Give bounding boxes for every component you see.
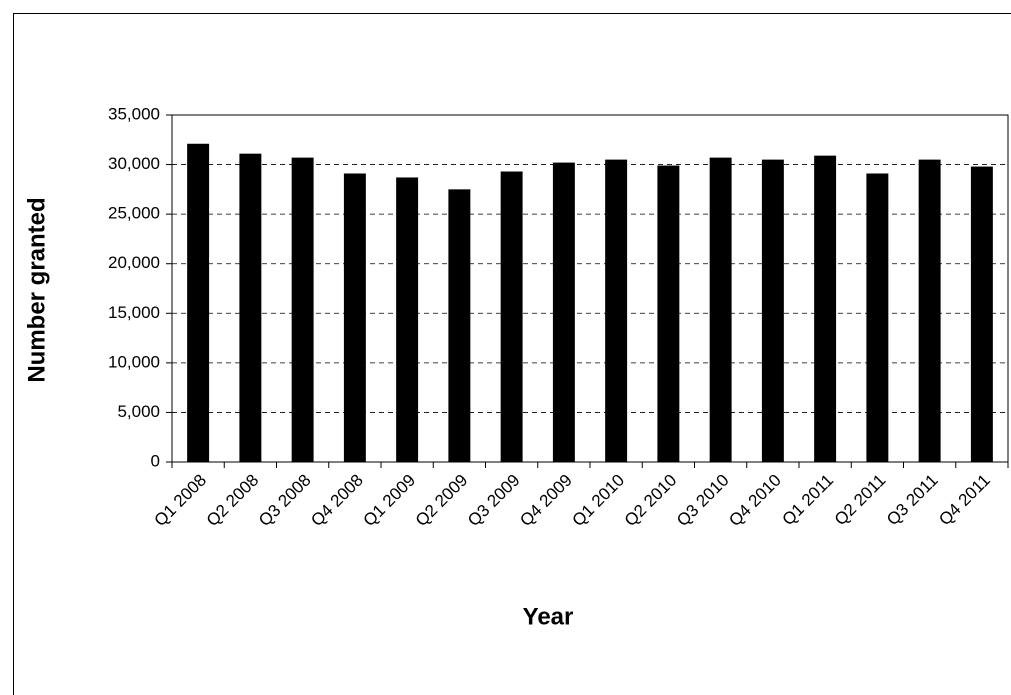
bar [761, 159, 784, 462]
bar [657, 165, 680, 462]
bar [552, 162, 575, 463]
y-tick-label: 20,000 [108, 253, 160, 272]
bar [448, 189, 471, 462]
y-axis-title: Number granted [23, 197, 50, 382]
y-tick-label: 30,000 [108, 154, 160, 173]
y-tick-label: 35,000 [108, 104, 160, 123]
bar [918, 159, 941, 462]
bar [866, 173, 889, 462]
y-tick-label: 25,000 [108, 204, 160, 223]
bar [500, 171, 523, 463]
bar [970, 166, 993, 462]
bar [239, 153, 262, 462]
y-tick-label: 15,000 [108, 303, 160, 322]
bar [605, 159, 628, 462]
bar [396, 177, 419, 462]
bar [343, 173, 366, 462]
bar [187, 143, 210, 462]
y-tick-label: 5,000 [117, 402, 160, 421]
bar [291, 157, 314, 463]
y-tick-label: 10,000 [108, 352, 160, 371]
y-tick-label: 0 [151, 451, 160, 470]
bar [814, 155, 837, 463]
x-axis-title: Year [523, 603, 574, 630]
bar [709, 157, 732, 463]
